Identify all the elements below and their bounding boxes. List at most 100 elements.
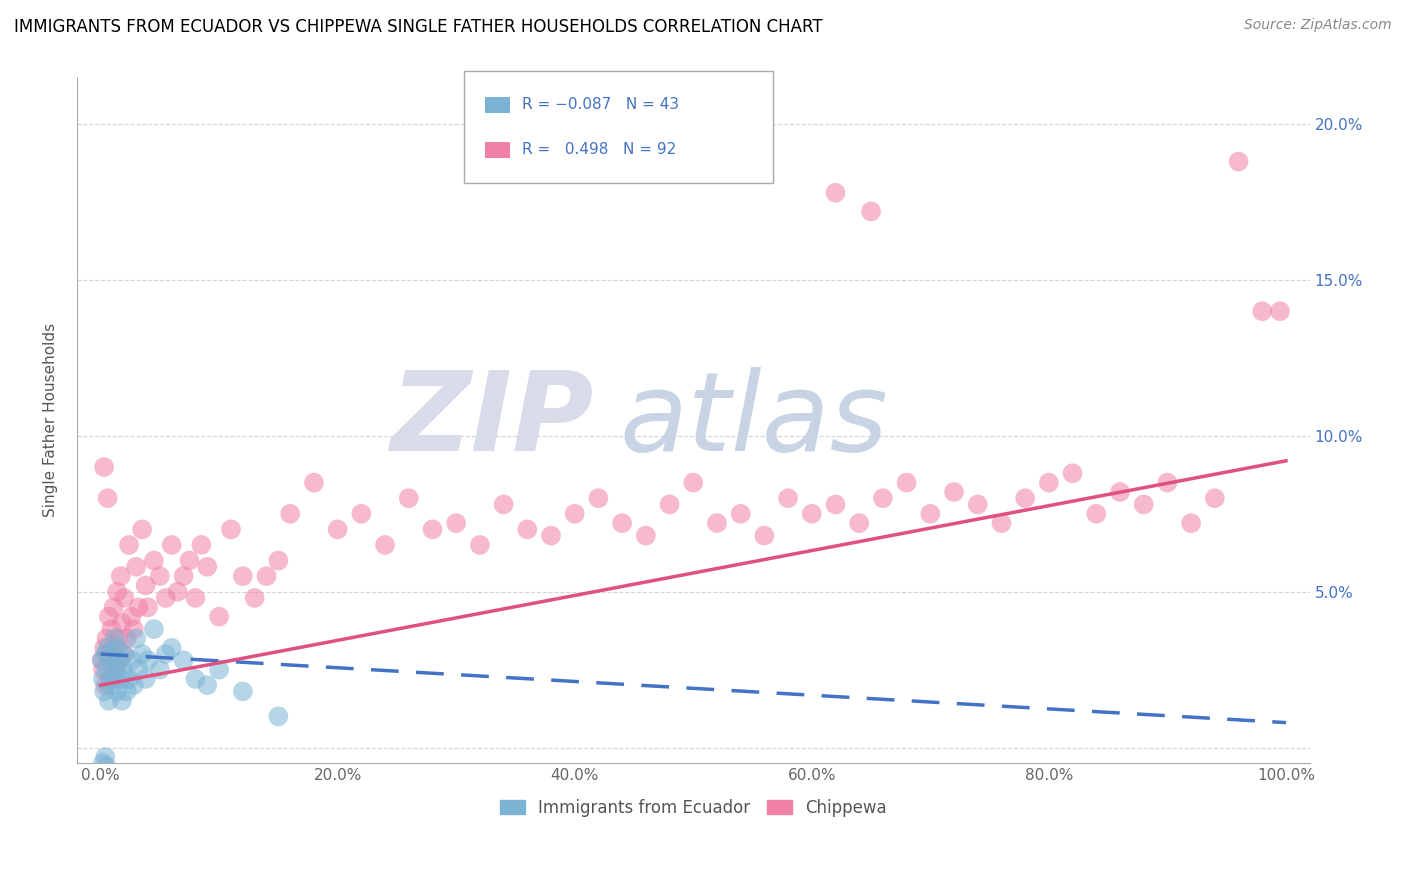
Point <box>166 584 188 599</box>
Point <box>112 647 135 661</box>
Point <box>91 663 114 677</box>
Point <box>105 584 128 599</box>
Point <box>208 663 231 677</box>
Point <box>195 678 218 692</box>
Point <box>160 538 183 552</box>
Point <box>100 622 122 636</box>
Point <box>468 538 491 552</box>
Point <box>96 632 118 646</box>
Point <box>634 528 657 542</box>
Point <box>190 538 212 552</box>
Point <box>93 460 115 475</box>
Text: Source: ZipAtlas.com: Source: ZipAtlas.com <box>1244 18 1392 32</box>
Point <box>1109 485 1132 500</box>
Point <box>105 684 128 698</box>
Point <box>374 538 396 552</box>
Point <box>754 528 776 542</box>
Point <box>195 559 218 574</box>
Point <box>104 640 127 655</box>
Point <box>232 569 254 583</box>
Point <box>149 569 172 583</box>
Point <box>122 622 145 636</box>
Point <box>1014 491 1036 506</box>
Point <box>97 640 120 655</box>
Point <box>135 578 157 592</box>
Point <box>118 672 141 686</box>
Point <box>112 647 135 661</box>
Point <box>1180 516 1202 530</box>
Point <box>120 653 142 667</box>
Point <box>94 678 117 692</box>
Point <box>658 498 681 512</box>
Point <box>179 553 201 567</box>
Point <box>1038 475 1060 490</box>
Point <box>125 632 148 646</box>
Point <box>160 640 183 655</box>
Point <box>564 507 586 521</box>
Point <box>122 678 145 692</box>
Point <box>920 507 942 521</box>
Text: atlas: atlas <box>619 367 889 474</box>
Point <box>267 553 290 567</box>
Text: IMMIGRANTS FROM ECUADOR VS CHIPPEWA SINGLE FATHER HOUSEHOLDS CORRELATION CHART: IMMIGRANTS FROM ECUADOR VS CHIPPEWA SING… <box>14 18 823 36</box>
Point <box>1062 467 1084 481</box>
Point <box>98 672 121 686</box>
Point <box>128 600 150 615</box>
Y-axis label: Single Father Households: Single Father Households <box>44 323 58 517</box>
Point <box>155 647 177 661</box>
Point <box>104 632 127 646</box>
Point <box>112 663 135 677</box>
Point <box>112 591 135 605</box>
Point <box>1132 498 1154 512</box>
Point <box>101 653 124 667</box>
Point <box>444 516 467 530</box>
Point <box>232 684 254 698</box>
Point <box>184 672 207 686</box>
Point <box>107 640 129 655</box>
Text: R = −0.087   N = 43: R = −0.087 N = 43 <box>522 97 679 112</box>
Point <box>302 475 325 490</box>
Point <box>91 756 114 771</box>
Point <box>184 591 207 605</box>
Text: R =   0.498   N = 92: R = 0.498 N = 92 <box>522 142 676 157</box>
Point <box>173 569 195 583</box>
Point <box>100 653 122 667</box>
Point <box>1204 491 1226 506</box>
Point <box>398 491 420 506</box>
Point <box>800 507 823 521</box>
Point <box>256 569 278 583</box>
Point <box>326 522 349 536</box>
Point <box>1227 154 1250 169</box>
Point <box>96 663 118 677</box>
Point <box>110 672 132 686</box>
Point <box>492 498 515 512</box>
Point <box>824 186 846 200</box>
Point <box>1268 304 1291 318</box>
Point <box>94 647 117 661</box>
Point <box>90 653 112 667</box>
Point <box>243 591 266 605</box>
Point <box>104 663 127 677</box>
Point <box>142 622 165 636</box>
Point <box>97 491 120 506</box>
Point <box>588 491 610 506</box>
Legend: Immigrants from Ecuador, Chippewa: Immigrants from Ecuador, Chippewa <box>494 792 893 823</box>
Point <box>1251 304 1274 318</box>
Point <box>943 485 966 500</box>
Point <box>125 559 148 574</box>
Point <box>97 647 120 661</box>
Point <box>155 591 177 605</box>
Point <box>103 647 125 661</box>
Point <box>111 615 134 630</box>
Point <box>350 507 373 521</box>
Point <box>94 750 117 764</box>
Point <box>267 709 290 723</box>
Point <box>1156 475 1178 490</box>
Point <box>108 653 131 667</box>
Point <box>96 759 118 773</box>
Point <box>136 600 159 615</box>
Point <box>111 694 134 708</box>
Point <box>1085 507 1108 521</box>
Point <box>103 600 125 615</box>
Point <box>730 507 752 521</box>
